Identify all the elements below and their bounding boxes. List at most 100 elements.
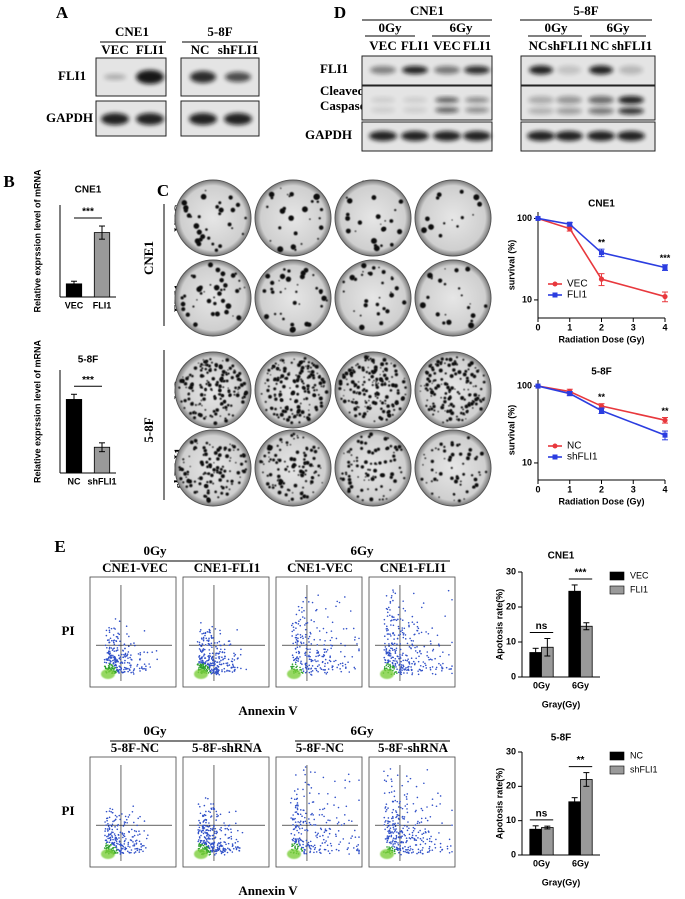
event bbox=[394, 664, 397, 666]
event bbox=[428, 849, 431, 852]
colony bbox=[367, 449, 371, 454]
colony bbox=[355, 392, 358, 395]
event bbox=[300, 833, 303, 835]
event bbox=[209, 662, 212, 665]
colony bbox=[360, 273, 364, 276]
event bbox=[398, 851, 400, 854]
colony bbox=[359, 440, 364, 445]
colony bbox=[386, 370, 388, 372]
event bbox=[348, 671, 351, 673]
colony bbox=[449, 402, 454, 407]
colony bbox=[322, 380, 326, 384]
significance-label: ns bbox=[536, 621, 548, 632]
event bbox=[397, 671, 400, 674]
event bbox=[201, 666, 203, 669]
event bbox=[109, 650, 111, 653]
plate bbox=[174, 351, 252, 429]
event bbox=[297, 826, 300, 828]
colony bbox=[270, 406, 274, 410]
blot-band bbox=[617, 131, 645, 141]
event bbox=[398, 664, 400, 666]
blot-band bbox=[465, 107, 489, 113]
event bbox=[401, 667, 404, 669]
event bbox=[432, 648, 435, 651]
colony bbox=[289, 327, 296, 333]
colony bbox=[289, 408, 293, 412]
event bbox=[385, 650, 387, 652]
event bbox=[325, 607, 327, 610]
event bbox=[424, 664, 427, 667]
colony bbox=[306, 384, 310, 388]
y-tick-label: 20 bbox=[506, 781, 516, 791]
plate bbox=[254, 351, 332, 429]
event bbox=[394, 657, 397, 660]
colony bbox=[397, 229, 403, 235]
event bbox=[451, 824, 453, 826]
colony bbox=[474, 366, 477, 369]
colony bbox=[185, 312, 190, 317]
event bbox=[289, 801, 292, 804]
colony bbox=[312, 491, 315, 494]
colony bbox=[272, 412, 276, 416]
event bbox=[245, 668, 248, 671]
event bbox=[304, 654, 307, 657]
event bbox=[108, 646, 111, 649]
event bbox=[209, 665, 211, 668]
legend-swatch bbox=[609, 585, 625, 595]
event bbox=[115, 650, 117, 652]
colony bbox=[278, 478, 283, 483]
event bbox=[293, 834, 296, 836]
colony bbox=[446, 385, 450, 390]
event bbox=[345, 627, 348, 630]
event bbox=[392, 808, 395, 811]
event bbox=[384, 659, 387, 662]
colony bbox=[283, 362, 285, 364]
colony bbox=[220, 298, 226, 303]
colony bbox=[296, 413, 299, 416]
event bbox=[114, 846, 116, 849]
event bbox=[291, 666, 293, 669]
colony bbox=[462, 358, 465, 361]
event bbox=[214, 837, 216, 840]
colony bbox=[295, 290, 298, 293]
colony bbox=[372, 362, 375, 364]
event bbox=[395, 816, 397, 819]
colony bbox=[301, 360, 303, 363]
blot-band bbox=[527, 131, 555, 141]
colony bbox=[298, 413, 302, 417]
colony bbox=[360, 488, 364, 492]
event bbox=[223, 651, 226, 654]
colony bbox=[474, 402, 478, 406]
event bbox=[417, 673, 420, 676]
event bbox=[399, 656, 401, 658]
event bbox=[417, 627, 420, 630]
event bbox=[430, 835, 432, 838]
colony bbox=[433, 371, 437, 375]
event bbox=[392, 624, 395, 627]
colony bbox=[436, 359, 441, 364]
colony bbox=[242, 453, 245, 456]
y-axis-label: survival (%) bbox=[506, 240, 516, 291]
event bbox=[411, 662, 413, 665]
label: PI bbox=[62, 623, 75, 638]
colony bbox=[276, 479, 279, 482]
event bbox=[398, 814, 400, 817]
colony bbox=[209, 367, 212, 370]
colony bbox=[467, 368, 470, 371]
y-tick-label: 10 bbox=[522, 457, 532, 467]
colony bbox=[207, 381, 210, 384]
event bbox=[416, 625, 419, 628]
colony bbox=[472, 485, 476, 489]
event bbox=[112, 640, 115, 642]
y-tick-label: 100 bbox=[517, 213, 532, 223]
event bbox=[304, 624, 306, 626]
event bbox=[409, 849, 411, 852]
colony bbox=[345, 228, 351, 234]
significance-label: ns bbox=[536, 808, 548, 819]
event bbox=[228, 670, 230, 672]
colony bbox=[185, 476, 187, 478]
event bbox=[295, 634, 298, 636]
event bbox=[398, 802, 401, 804]
event bbox=[316, 833, 319, 836]
event bbox=[137, 834, 139, 836]
